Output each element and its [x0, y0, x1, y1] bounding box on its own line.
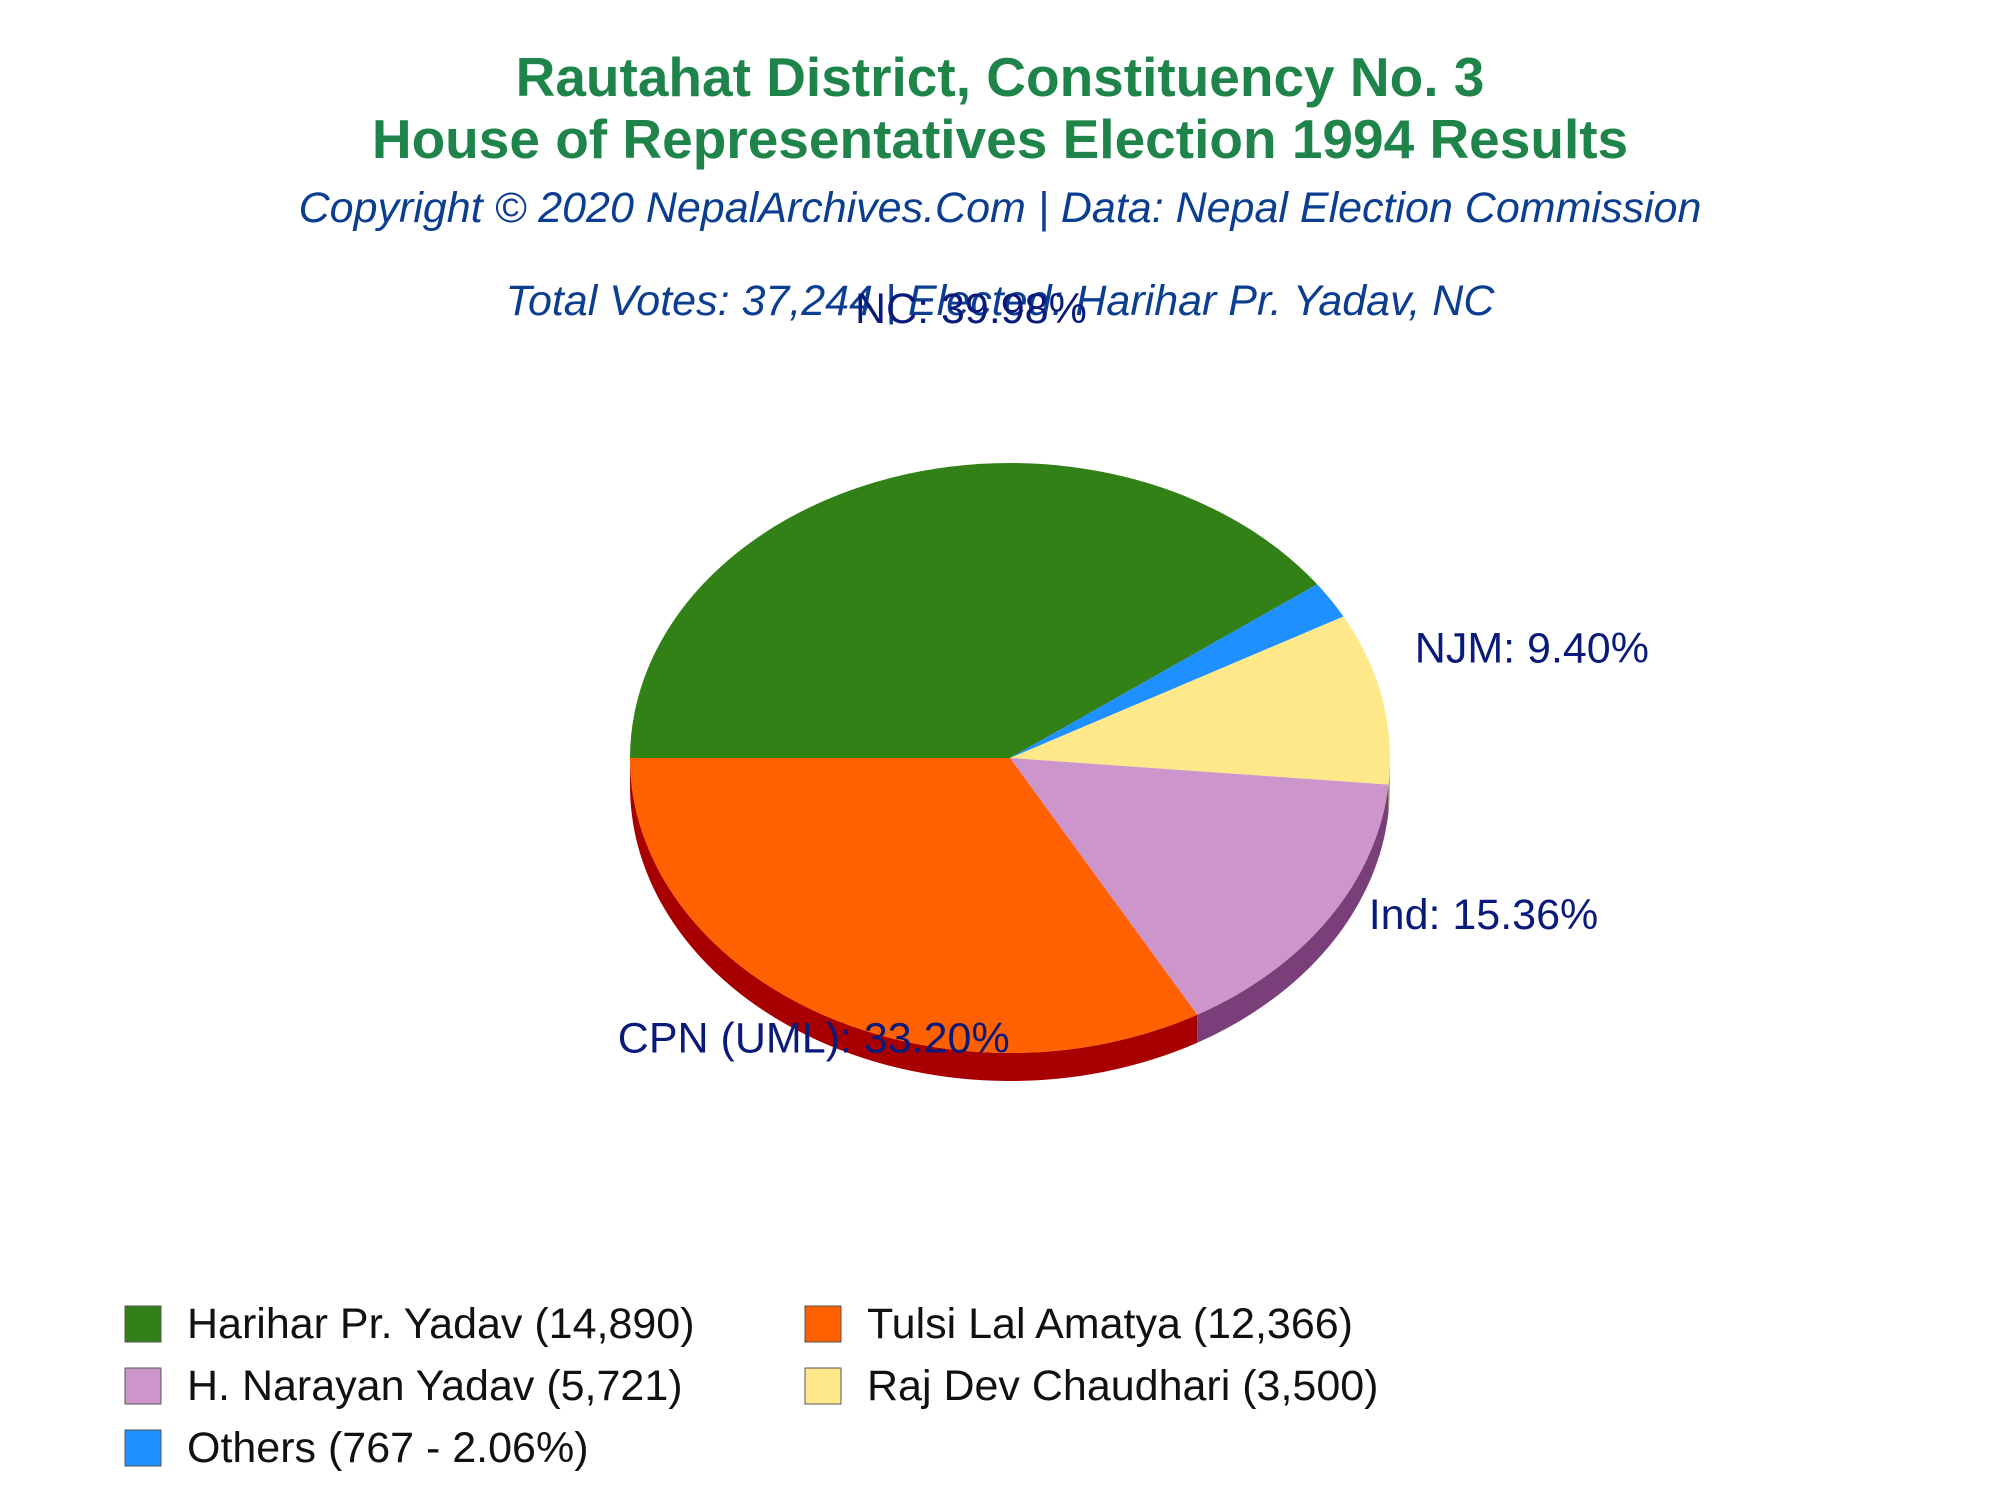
pie-slice-cpn-uml- [630, 758, 1198, 1054]
slice-label-cpn-uml-: CPN (UML): 33.20% [618, 1014, 1010, 1062]
legend-swatch [124, 1367, 162, 1405]
legend-label: H. Narayan Yadav (5,721) [187, 1362, 683, 1410]
legend-label: Others (767 - 2.06%) [187, 1424, 589, 1472]
legend-swatch [804, 1305, 842, 1343]
chart-title-line1: Rautahat District, Constituency No. 3 [516, 46, 1485, 108]
slice-label-njm: NJM: 9.40% [1415, 624, 1649, 672]
pie-slice-others [1010, 584, 1344, 758]
legend-label: Raj Dev Chaudhari (3,500) [867, 1362, 1379, 1410]
legend-label: Harihar Pr. Yadav (14,890) [187, 1300, 695, 1348]
pie-slice-nc [630, 463, 1318, 758]
pie-slices [630, 463, 1390, 1054]
legend-swatch [124, 1429, 162, 1467]
pie-slice-ind [1010, 758, 1389, 1015]
slice-label-ind: Ind: 15.36% [1369, 891, 1599, 939]
copyright-line: Copyright © 2020 NepalArchives.Com | Dat… [299, 184, 1702, 232]
legend-swatch [124, 1305, 162, 1343]
pie-side-ind [1197, 784, 1389, 1043]
legend: Harihar Pr. Yadav (14,890) Tulsi Lal Amat… [124, 1300, 1379, 1472]
summary-line: Total Votes: 37,244 | Elected: Harihar P… [506, 277, 1496, 325]
legend-swatch [804, 1367, 842, 1405]
pie-side-njm [1388, 758, 1390, 813]
pie-side-cpn-uml- [630, 758, 1198, 1082]
legend-label: Tulsi Lal Amatya (12,366) [867, 1300, 1353, 1348]
pie-slice-njm [1010, 616, 1390, 785]
pie-sides [630, 758, 1390, 1082]
chart-title-line2: House of Representatives Election 1994 R… [372, 108, 1628, 170]
pie-labels: NC: 39.98% NJM: 9.40% Ind: 15.36% CPN (UML)… [618, 285, 1649, 1062]
slice-label-nc: NC: 39.98% [855, 285, 1087, 333]
